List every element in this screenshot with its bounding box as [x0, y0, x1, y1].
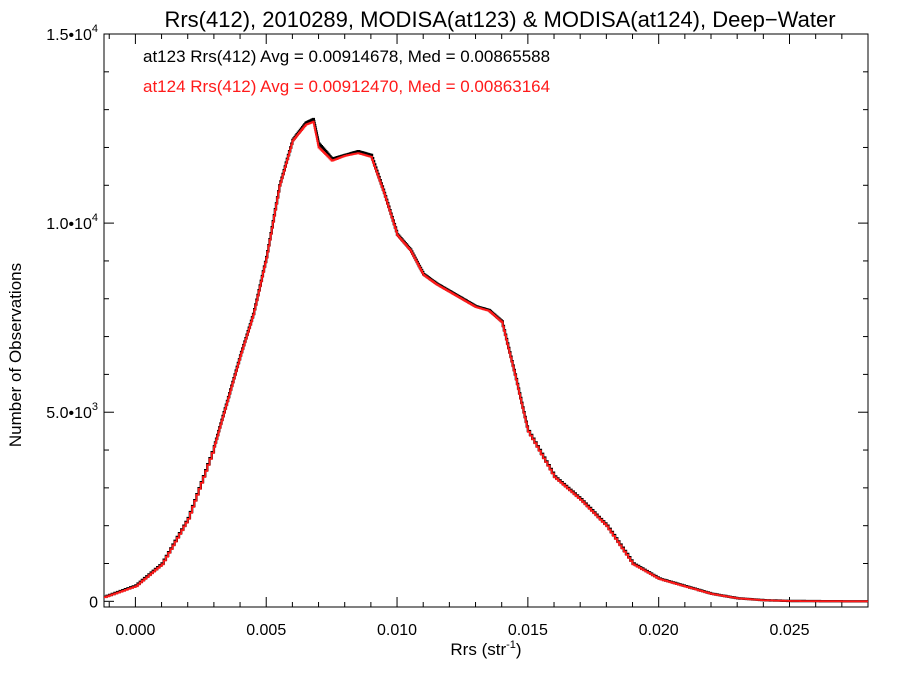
- y-tick-label-base: 5.0•10: [46, 405, 92, 422]
- legend: at123 Rrs(412) Avg = 0.00914678, Med = 0…: [143, 47, 550, 96]
- x-axis-label-text: Rrs (str: [450, 640, 506, 659]
- y-tick-label: 0: [89, 594, 98, 611]
- y-tick-label: 5.0•103: [46, 401, 98, 422]
- x-tick-label: 0.000: [115, 622, 155, 639]
- series-line-2: [104, 120, 868, 603]
- x-tick-label: 0.005: [246, 622, 286, 639]
- y-tick-label: 1.0•104: [46, 212, 98, 233]
- series-line-1: [104, 117, 868, 603]
- x-tick-label: 0.020: [639, 622, 679, 639]
- y-tick-label: 1.5•104: [46, 23, 98, 44]
- y-tick-label-exponent: 4: [92, 23, 98, 35]
- series-layer: [104, 117, 868, 603]
- y-tick-label-base: 1.0•10: [46, 216, 92, 233]
- x-tick-label: 0.025: [769, 622, 809, 639]
- chart-title: Rrs(412), 2010289, MODISA(at123) & MODIS…: [164, 7, 835, 32]
- y-tick-label-exponent: 3: [92, 401, 98, 413]
- x-tick-label: 0.010: [377, 622, 417, 639]
- axis-ticks: 0.000 0.005 0.010 0.015 0.020 0.025 0 5.0•103 1.…: [46, 23, 868, 639]
- plot-frame: [103, 33, 869, 608]
- y-tick-label-base: 0: [89, 594, 98, 611]
- legend-entry-1: at123 Rrs(412) Avg = 0.00914678, Med = 0…: [143, 47, 550, 66]
- x-axis-label: Rrs (str-1): [450, 639, 521, 659]
- y-tick-label-exponent: 4: [92, 212, 98, 224]
- legend-entry-2: at124 Rrs(412) Avg = 0.00912470, Med = 0…: [143, 77, 550, 96]
- y-tick-label-base: 1.5•10: [46, 27, 92, 44]
- x-axis-label-close: ): [516, 640, 522, 659]
- x-tick-label: 0.015: [508, 622, 548, 639]
- y-axis-label: Number of Observations: [6, 263, 25, 447]
- x-axis-label-exponent: -1: [506, 639, 516, 651]
